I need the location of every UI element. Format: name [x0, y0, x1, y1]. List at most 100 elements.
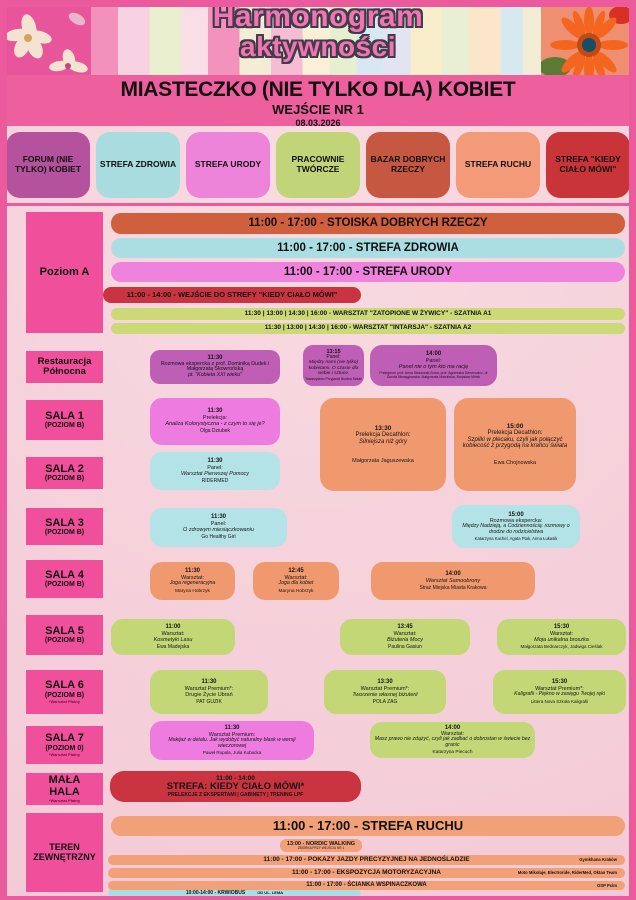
event-presenter: OSP Pcim — [597, 882, 617, 888]
poster-title: Harmonogram aktywności — [0, 0, 636, 61]
event-presenter: Paweł Rupala, Julia Kubacka — [202, 749, 262, 755]
event-type: Warsztat: — [549, 630, 574, 637]
event-title: Między nami (nie tylko) kobietami. O cza… — [308, 360, 359, 376]
legend-chip-strefa-ruchu: STREFA RUCHU — [456, 132, 540, 198]
legend-chip-strefa-urody: STREFA URODY — [186, 132, 270, 198]
event-presenter: Ewa Chojnowska — [493, 459, 537, 466]
schedule-bar-ekspozycja-motoryzacyjna: 11:00 - 17:00 - EKSPOZYCJA MOTORYZACYJNA… — [108, 868, 625, 878]
event-title: Drugie Życie Ubrań — [185, 691, 233, 698]
event-date: 08.03.2026 — [295, 118, 341, 128]
section-label-note: *Warsztat Płatny — [48, 798, 81, 804]
event-card: 11:30 Warsztat: Joga regeneracyjna Maryn… — [150, 562, 235, 600]
event-time: 12:45 — [288, 568, 304, 575]
section-label-text: MAŁA — [48, 774, 81, 787]
poster-title-line1: Harmonogram — [212, 0, 424, 33]
schedule-bar-pokazy-jazdy: 11:00 - 17:00 - POKAZY JAZDY PRECYZYJNEJ… — [108, 855, 625, 865]
event-description: ZBIÓRKA PRZY WEJŚCIU NR 1 — [297, 845, 345, 850]
event-time: 15:30 — [553, 624, 570, 631]
event-title: Analiza Kolorystyczna - z czym to się je… — [165, 421, 265, 428]
event-title: O zdrowym miesiączkowaniu — [183, 527, 254, 534]
strefa-kiedy-cialo-mowi-bar: 11:00 - 14:00 STREFA: KIEDY CIAŁO MÓWI* … — [110, 771, 361, 802]
event-time: 14:00 — [444, 724, 461, 731]
event-title: Makijaż w detalu. Jak wydobyć naturalny … — [168, 737, 296, 749]
event-time: 11:30 — [210, 514, 226, 521]
event-type: Warsztat Premium*: — [535, 685, 584, 692]
header-divider — [7, 203, 629, 206]
section-label-level: (POZIOM B) — [44, 528, 85, 536]
schedule-bar-scianka-wspinaczkowa: 11:00 - 17:00 - ŚCIANKA WSPINACZKOWA OSP… — [108, 881, 625, 890]
event-type: Panel: — [207, 464, 223, 471]
event-card: 15:00 Prelekcja Decathlon: Szpilki w ple… — [454, 398, 576, 491]
section-label-text: SALA 3 — [45, 516, 84, 529]
event-time: 11:30 — [207, 354, 223, 361]
section-label-level: (POZIOM B) — [44, 581, 85, 589]
event-presenter: Straż Miejska Miasta Krakowa — [419, 584, 487, 591]
event-card: 14:00 Warsztat Samoobrony Straż Miejska … — [371, 562, 535, 600]
section-label-level: (POZIOM B) — [44, 422, 85, 430]
section-label-level: (POZIOM B) — [44, 691, 85, 699]
event-title: 11:00 - 17:00 - POKAZY JAZDY PRECYZYJNEJ… — [263, 855, 470, 863]
event-time: 13:30 — [377, 678, 393, 685]
section-label-sala-5: SALA 5 (POZIOM B) — [26, 615, 103, 655]
event-type: Warsztat: — [393, 630, 417, 637]
section-label-text: Restauracja — [37, 355, 92, 367]
section-label-text: SALA 5 — [45, 625, 84, 638]
event-card: 14:00 Warsztat: Masz prawo nie zdążyć, c… — [370, 722, 535, 758]
zone-legend: FORUM (NIE TYLKO) KOBIET STREFA ZDROWIA … — [6, 132, 630, 198]
event-type: Prelekcja: — [202, 415, 228, 421]
event-title: Masz prawo nie zdążyć, czyli jak zadbać … — [374, 736, 531, 749]
event-card: 12:45 Warsztat: Joga dla kobiet Maryna H… — [253, 562, 339, 600]
section-label-sala-4: SALA 4 (POZIOM B) — [26, 560, 103, 598]
event-type: Warsztat: — [440, 731, 465, 738]
section-label-text: SALA 1 — [45, 410, 84, 423]
event-card: 13:45 Warsztat: Biżuteria Mocy Paulina G… — [340, 619, 470, 655]
section-label-note: *Warsztat Płatny — [48, 752, 81, 758]
event-title: Panel nie o tym kto ma rację — [398, 363, 469, 370]
event-presenter: Paulina Gasiun — [388, 643, 422, 650]
section-label-mala-hala: MAŁA HALA *Warsztat Płatny — [26, 773, 103, 805]
event-presenter: Go Healthy Girl — [201, 534, 236, 541]
event-time: 13:45 — [397, 623, 413, 630]
event-time: 11:30 — [207, 457, 223, 464]
event-card: 11:30 Prelekcja: Analiza Kolorystyczna -… — [150, 398, 280, 445]
section-label-sala-6: SALA 6 (POZIOM B) *Warsztat Płatny — [26, 670, 103, 714]
schedule-bar-strefa-zdrowia: 11:00 - 17:00 - STREFA ZDROWIA — [111, 238, 625, 258]
event-title: Szpilki w plecaku, czyli jak połączyć ko… — [462, 436, 568, 450]
event-title: Joga regeneracyjna — [169, 579, 216, 586]
event-card: 15:30 Warsztat Premium*: Kaligrafii - Pi… — [493, 670, 626, 714]
event-type: Warsztat Premium: — [208, 732, 256, 739]
event-title: Joga dla kobiet — [278, 579, 314, 586]
event-type: Rozmowa ekspercka: — [489, 518, 543, 525]
gerbera-flower-illustration — [539, 6, 633, 84]
section-label-level: (POZIOM B) — [44, 475, 85, 483]
event-title: 11:00 - 17:00 - EKSPOZYCJA MOTORYZACYJNA — [292, 868, 441, 876]
schedule-bar-wejscie-kiedy-cialo-mowi: 11:00 - 14:00 - WEJŚCIE DO STREFY "KIEDY… — [103, 287, 361, 303]
event-title: 11:00 - 17:00 - ŚCIANKA WSPINACZKOWA — [306, 882, 427, 889]
section-label-level: (POZIOM B) — [44, 637, 85, 645]
event-type: Warsztat: — [284, 574, 308, 581]
event-card: 15:30 Warsztat: Moja unikalna broszka Ma… — [497, 619, 626, 655]
event-type: Prelekcja Decathlon: — [487, 430, 543, 437]
event-title: Między Nadzieją, a Codziennością: rozmow… — [462, 523, 570, 536]
entrance-label: WEJŚCIE NR 1 — [272, 102, 364, 117]
event-title: 10:00-14:00 - KRWIOBUS — [185, 889, 246, 896]
event-title: 13:00 - NORDIC WALKING — [286, 840, 356, 847]
section-label-text: Północna — [43, 366, 86, 377]
event-presenter: Małgorzata Jaguszewska — [352, 457, 414, 464]
event-presenter: Katarzyna Kachel, Agata Ptak, Anna Łukas… — [474, 535, 558, 541]
legend-chip-kiedy-cialo-mowi: STREFA "KIEDY CIAŁO MÓWI" — [546, 132, 630, 198]
header-strip — [5, 6, 633, 84]
event-card: 13:30 Prelekcja Decathlon: Silniejsza ni… — [320, 398, 446, 491]
section-label-sala-2: SALA 2 (POZIOM B) — [26, 457, 103, 489]
pastel-stripes-background — [91, 7, 541, 75]
schedule-bar-warsztat-zatopione-w-zywicy: 11:30 | 13:00 | 14:30 | 16:00 - WARSZTAT… — [111, 308, 625, 320]
event-title: Warsztat Samoobrony — [425, 577, 481, 584]
event-type: Warsztat Premium*: — [360, 685, 410, 692]
event-presenter: POLA ZAG — [372, 698, 398, 705]
event-title: Silniejsza niż góry — [358, 439, 408, 446]
section-label-text: SALA 2 — [45, 463, 84, 476]
legend-chip-pracownie-tworcze: PRACOWNIE TWÓRCZE — [276, 132, 360, 198]
section-label-note: *Warsztat Płatny — [48, 699, 81, 705]
event-time: 11:30 — [184, 568, 200, 575]
event-card: 11:30 Warsztat Premium: Makijaż w detalu… — [150, 721, 314, 760]
